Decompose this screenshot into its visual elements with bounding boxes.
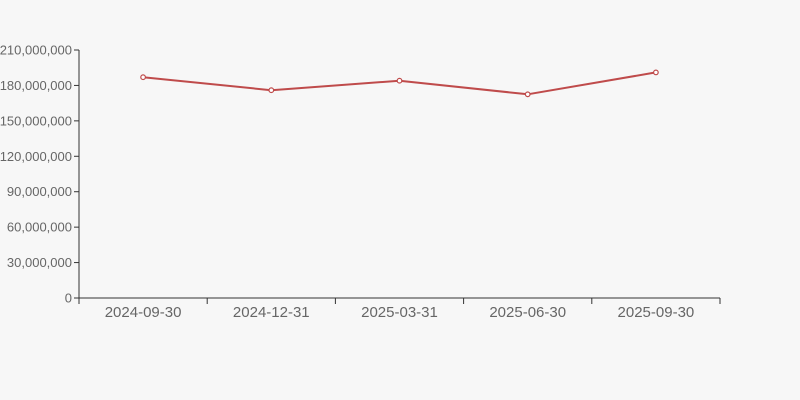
- y-axis: 0 30,000,000 60,000,000 90,000,000 120,000,0…: [0, 43, 80, 306]
- y-axis-label: 180,000,000: [0, 78, 72, 93]
- x-axis-label: 2024-12-31: [233, 304, 310, 321]
- y-axis-label: 210,000,000: [0, 43, 72, 58]
- y-axis-label: 120,000,000: [0, 149, 72, 164]
- data-point-marker: [524, 91, 531, 98]
- y-axis-label: 150,000,000: [0, 113, 72, 128]
- y-axis-label: 30,000,000: [7, 255, 72, 270]
- x-axis-label: 2024-09-30: [105, 304, 182, 321]
- data-point-marker: [396, 77, 403, 84]
- y-axis-label: 0: [65, 291, 72, 306]
- data-point-marker: [268, 87, 275, 94]
- series-value: [140, 69, 659, 98]
- y-axis-label: 90,000,000: [7, 184, 72, 199]
- y-axis-label: 60,000,000: [7, 220, 72, 235]
- data-point-marker: [653, 69, 659, 76]
- data-point-marker: [140, 74, 147, 81]
- x-axis: 2024-09-30 2024-12-31 2025-03-31 2025-06-30…: [78, 297, 721, 321]
- x-axis-label: 2025-03-31: [361, 304, 438, 321]
- x-axis-label: 2025-09-30: [618, 304, 695, 321]
- x-axis-label: 2025-06-30: [489, 304, 566, 321]
